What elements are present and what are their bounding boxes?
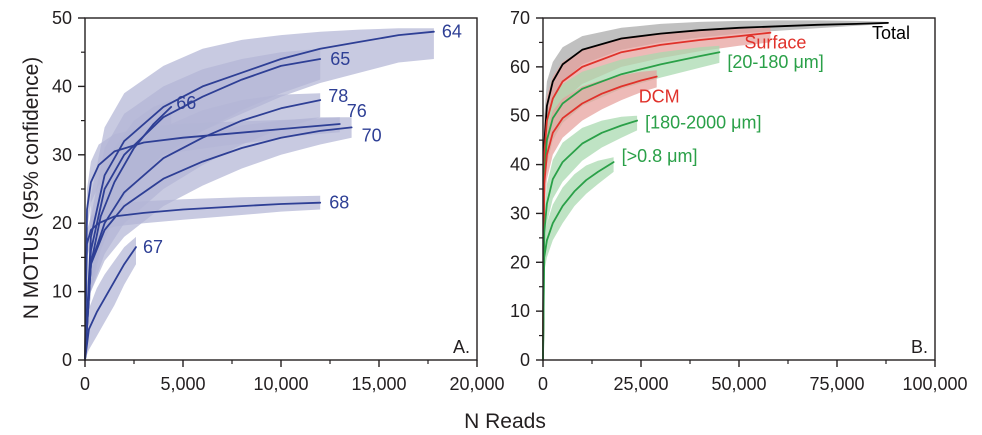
curve-dcm	[542, 75, 658, 361]
y-tick-label-a-3: 30	[52, 145, 72, 165]
y-tick-label-a-5: 50	[52, 8, 72, 28]
y-tick-label-b-0: 0	[520, 350, 530, 370]
panel-a-ticks: 0 5,000 10,000 15,000 20,000 0 10 20 30 40 50	[52, 8, 505, 394]
curve-label-total: Total	[872, 23, 910, 43]
curve-label-dcm: DCM	[639, 87, 680, 107]
x-tick-label-a-3: 15,000	[351, 374, 406, 394]
curve-65	[84, 58, 322, 361]
curve-78	[84, 99, 322, 361]
curve-label-78: 78	[328, 86, 348, 106]
y-tick-label-b-1: 10	[510, 301, 530, 321]
y-tick-label-a-2: 20	[52, 213, 72, 233]
x-tick-label-b-1: 25,000	[613, 374, 668, 394]
x-tick-label-a-2: 10,000	[253, 374, 308, 394]
confidence-band-180-2000-m	[543, 115, 638, 360]
curve-label-180-2000-m: [180-2000 μm]	[645, 113, 761, 133]
curve-0-8-m	[542, 161, 615, 361]
y-axis-title: N MOTUs (95% confidence)	[20, 57, 43, 320]
panel-a-label: A.	[453, 337, 470, 357]
curve-68	[84, 201, 322, 361]
panel-b-ticks: 0 25,000 50,000 75,000 100,000 0 10 20 30 40 50 60 7…	[510, 8, 968, 394]
y-tick-label-b-6: 60	[510, 57, 530, 77]
panel-b-curve-labels: Total Surface[20-180 μm] DCM [180-2000 μm] […	[622, 23, 910, 166]
x-tick-label-b-2: 50,000	[711, 374, 766, 394]
curve-label-64: 64	[442, 22, 462, 42]
panel-a-curves	[84, 30, 435, 361]
curve-76	[84, 123, 341, 361]
curve-label-70: 70	[362, 125, 382, 145]
panel-b-chart: 0 25,000 50,000 75,000 100,000 0 10 20 30 40 50 60 7…	[510, 8, 968, 394]
curve-label-0-8-m: [>0.8 μm]	[622, 146, 698, 166]
curve-20-180-m	[542, 51, 721, 361]
y-tick-label-b-3: 30	[510, 203, 530, 223]
panel-b-curves	[542, 22, 889, 361]
y-tick-label-b-5: 50	[510, 106, 530, 126]
y-tick-label-b-2: 20	[510, 252, 530, 272]
curve-64	[84, 30, 435, 361]
curve-label-76: 76	[347, 101, 367, 121]
y-tick-label-a-1: 10	[52, 282, 72, 302]
x-tick-label-b-3: 75,000	[809, 374, 864, 394]
panel-b-confidence-bands	[543, 20, 888, 361]
y-tick-label-a-4: 40	[52, 76, 72, 96]
curve-label-surface: Surface	[744, 33, 806, 53]
x-tick-label-a-0: 0	[80, 374, 90, 394]
curve-label-20-180-m: [20-180 μm]	[727, 52, 823, 72]
x-tick-label-b-0: 0	[538, 374, 548, 394]
curve-180-2000-m	[542, 119, 638, 361]
curve-surface	[542, 31, 772, 361]
panel-a-confidence-bands	[85, 28, 434, 361]
panel-a-chart: 0 5,000 10,000 15,000 20,000 0 10 20 30 40 50 64 65…	[52, 8, 505, 394]
x-tick-label-a-4: 20,000	[449, 374, 504, 394]
y-tick-label-b-7: 70	[510, 8, 530, 28]
curve-70	[84, 126, 353, 361]
confidence-band-67	[85, 236, 136, 360]
curve-label-68: 68	[329, 193, 349, 213]
curve-label-65: 65	[330, 49, 350, 69]
confidence-band-78	[85, 93, 321, 360]
curve-label-66: 66	[176, 93, 196, 113]
curve-total	[542, 22, 889, 361]
x-tick-label-b-4: 100,000	[902, 374, 967, 394]
x-axis-title: N Reads	[464, 410, 546, 433]
panel-b-label: B.	[911, 337, 928, 357]
curve-label-67: 67	[143, 237, 163, 257]
x-tick-label-a-1: 5,000	[160, 374, 205, 394]
y-tick-label-b-4: 40	[510, 155, 530, 175]
confidence-band-76	[85, 117, 340, 360]
y-tick-label-a-0: 0	[62, 350, 72, 370]
curve-67	[84, 246, 137, 361]
